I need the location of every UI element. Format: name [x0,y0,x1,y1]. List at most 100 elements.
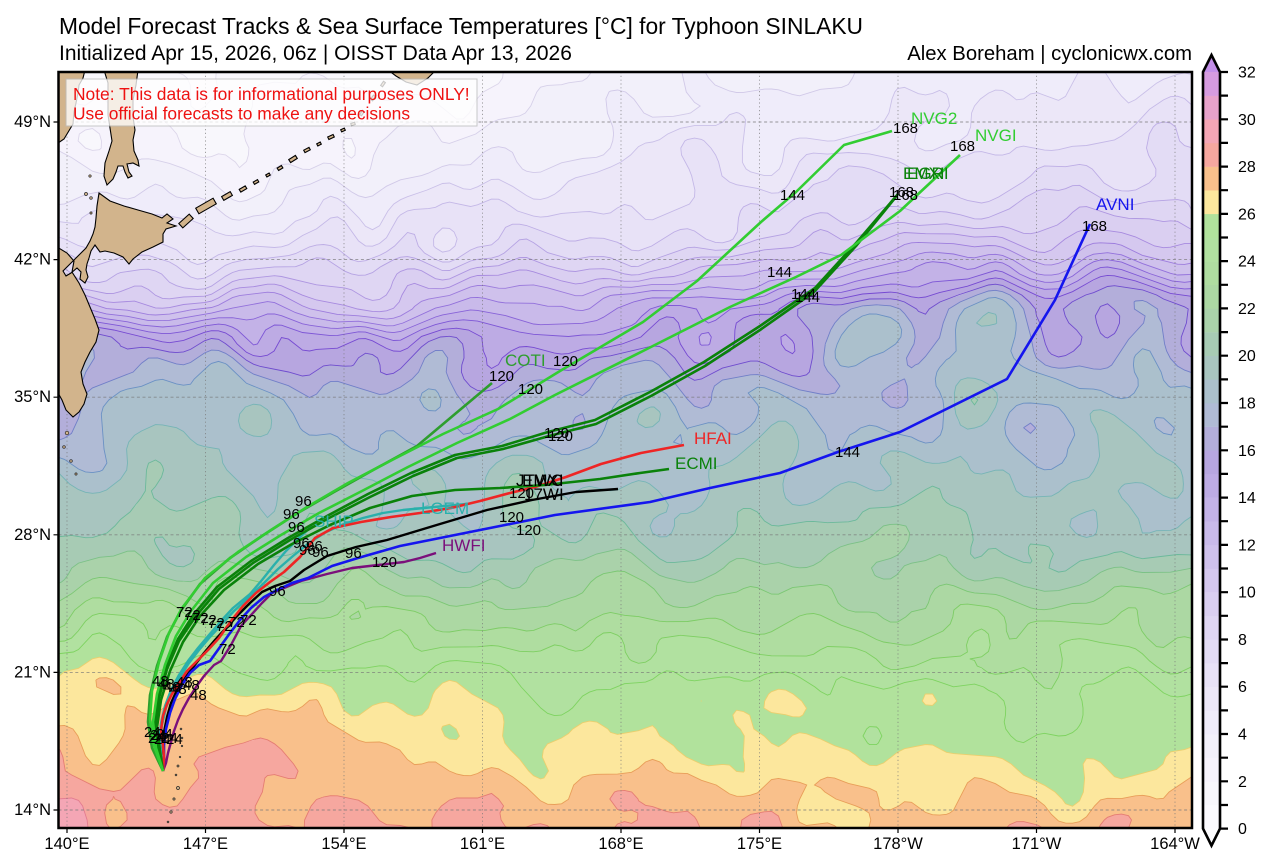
svg-text:EMXI: EMXI [522,471,564,490]
svg-text:144: 144 [767,264,792,281]
svg-text:48: 48 [152,673,169,690]
svg-text:LGEM: LGEM [421,499,469,518]
svg-text:42°N: 42°N [14,251,51,269]
svg-text:NVGI: NVGI [975,126,1017,145]
svg-text:NVG2: NVG2 [911,109,957,128]
svg-text:Alex Boreham | cyclonicwx.com: Alex Boreham | cyclonicwx.com [907,43,1192,65]
svg-text:120: 120 [553,353,578,370]
svg-text:72: 72 [240,612,257,629]
svg-text:168: 168 [893,120,918,137]
svg-text:Model Forecast Tracks & Sea Su: Model Forecast Tracks & Sea Surface Temp… [59,13,863,39]
svg-text:6: 6 [1238,679,1247,696]
svg-text:21°N: 21°N [14,663,51,681]
svg-text:48: 48 [170,681,187,698]
svg-text:72: 72 [200,612,217,629]
svg-text:24: 24 [1238,254,1256,271]
svg-text:164°W: 164°W [1150,835,1200,853]
svg-text:72: 72 [216,618,233,635]
svg-text:48: 48 [190,687,207,704]
svg-text:24: 24 [161,730,178,747]
svg-text:HWFI: HWFI [442,536,485,555]
svg-text:24: 24 [144,724,161,741]
svg-text:12: 12 [1238,537,1256,554]
svg-text:96: 96 [283,506,300,523]
svg-text:72: 72 [176,604,193,621]
svg-text:14: 14 [1238,490,1256,507]
svg-text:72: 72 [192,610,209,627]
svg-text:Note: This data is for informa: Note: This data is for informational pur… [73,84,470,104]
svg-text:32: 32 [1238,65,1256,82]
svg-text:JTWC: JTWC [516,471,563,490]
svg-text:4: 4 [1238,727,1247,744]
svg-text:49°N: 49°N [14,113,51,131]
svg-text:168: 168 [889,184,914,201]
svg-text:96: 96 [345,545,362,562]
svg-text:24: 24 [156,726,173,743]
svg-text:35°N: 35°N [14,388,51,406]
svg-text:154°E: 154°E [321,835,366,853]
svg-text:0: 0 [1238,821,1247,838]
svg-text:22: 22 [1238,301,1256,318]
svg-text:18: 18 [1238,396,1256,413]
svg-text:72: 72 [208,615,225,632]
svg-text:178°W: 178°W [873,835,923,853]
svg-text:8: 8 [1238,632,1247,649]
svg-text:168: 168 [893,187,918,204]
svg-text:96: 96 [312,544,329,561]
svg-text:SHIP: SHIP [314,512,354,531]
svg-text:161°E: 161°E [460,835,505,853]
svg-text:96: 96 [269,583,286,600]
svg-text:Initialized Apr 15, 2026, 06z: Initialized Apr 15, 2026, 06z | OISST Da… [59,42,572,65]
svg-text:COTI: COTI [505,351,546,370]
svg-text:ECMI: ECMI [675,454,718,473]
svg-text:144: 144 [835,444,860,461]
svg-text:48: 48 [176,674,193,691]
svg-text:EMXI: EMXI [903,164,945,183]
svg-text:26: 26 [1238,206,1256,223]
svg-text:2: 2 [1238,774,1247,791]
svg-text:28: 28 [1238,159,1256,176]
svg-text:96: 96 [295,493,312,510]
svg-text:30: 30 [1238,112,1256,129]
svg-text:120: 120 [509,485,534,502]
svg-text:120: 120 [548,428,573,445]
svg-text:72: 72 [228,614,245,631]
svg-text:147°E: 147°E [183,835,228,853]
svg-text:10: 10 [1238,585,1256,602]
svg-text:140°E: 140°E [44,835,89,853]
svg-text:72: 72 [219,641,236,658]
svg-text:24: 24 [148,730,165,747]
svg-text:120: 120 [544,425,569,442]
svg-text:EGRI: EGRI [907,164,949,183]
svg-text:144: 144 [791,286,816,303]
svg-text:48: 48 [158,676,175,693]
svg-text:144: 144 [780,187,805,204]
svg-text:14°N: 14°N [14,801,51,819]
svg-text:120: 120 [516,522,541,539]
svg-text:120: 120 [499,509,524,526]
svg-text:17WI: 17WI [524,485,564,504]
svg-text:28°N: 28°N [14,526,51,544]
svg-text:24: 24 [154,731,171,748]
svg-text:144: 144 [795,289,820,306]
svg-text:AVNI: AVNI [1096,195,1134,214]
svg-text:Use official forecasts to make: Use official forecasts to make any decis… [73,104,410,124]
svg-text:48: 48 [164,679,181,696]
svg-text:72: 72 [184,607,201,624]
svg-text:96: 96 [299,542,316,559]
svg-text:24: 24 [166,731,183,748]
svg-text:48: 48 [183,677,200,694]
svg-text:120: 120 [518,381,543,398]
svg-text:168: 168 [1082,218,1107,235]
svg-text:20: 20 [1238,348,1256,365]
svg-text:168: 168 [950,138,975,155]
svg-text:16: 16 [1238,443,1256,460]
svg-text:171°W: 171°W [1012,835,1062,853]
svg-text:HFAI: HFAI [694,429,732,448]
svg-text:96: 96 [288,519,305,536]
svg-text:168°E: 168°E [598,835,643,853]
svg-text:96: 96 [293,535,310,552]
svg-text:175°E: 175°E [737,835,782,853]
svg-text:24: 24 [150,727,167,744]
svg-text:120: 120 [489,368,514,385]
